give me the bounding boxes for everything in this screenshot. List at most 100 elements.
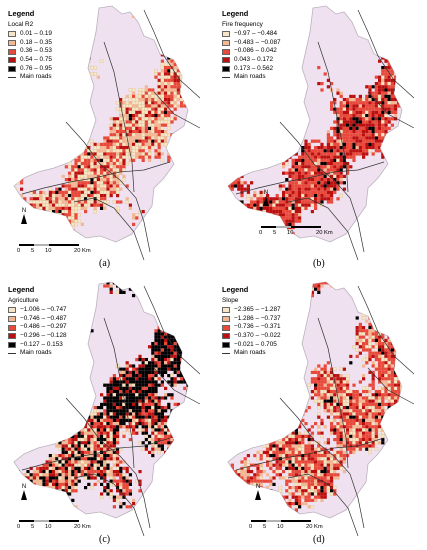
raster-cell xyxy=(167,354,171,358)
raster-cell xyxy=(371,94,375,98)
raster-cell xyxy=(157,104,161,108)
raster-cell xyxy=(20,235,24,239)
raster-cell xyxy=(304,152,308,156)
raster-cell xyxy=(4,172,7,175)
raster-cell xyxy=(244,242,247,245)
raster-cell xyxy=(404,76,407,79)
raster-cell xyxy=(298,162,302,166)
raster-cell xyxy=(122,278,125,281)
raster-cell xyxy=(183,104,187,108)
raster-cell xyxy=(307,203,311,207)
raster-cell xyxy=(141,210,145,214)
raster-cell xyxy=(103,181,107,185)
raster-cell xyxy=(224,92,227,95)
raster-cell xyxy=(39,197,43,201)
raster-cell xyxy=(132,370,136,374)
raster-cell xyxy=(260,252,263,255)
raster-cell xyxy=(112,409,116,413)
raster-cell xyxy=(154,367,158,371)
raster-cell xyxy=(247,2,250,5)
raster-cell xyxy=(199,92,202,95)
raster-cell xyxy=(275,206,279,210)
raster-cell xyxy=(183,91,187,95)
raster-cell xyxy=(183,53,187,57)
raster-cell xyxy=(135,367,139,371)
raster-cell xyxy=(39,235,43,239)
raster-cell xyxy=(109,155,113,159)
raster-cell xyxy=(58,194,62,198)
raster-cell xyxy=(116,165,120,169)
raster-cell xyxy=(400,252,403,255)
raster-cell xyxy=(384,101,388,105)
raster-cell xyxy=(206,248,209,251)
raster-cell xyxy=(209,252,212,255)
raster-cell xyxy=(20,358,24,362)
raster-cell xyxy=(209,66,212,69)
raster-cell xyxy=(112,396,116,400)
raster-cell xyxy=(147,120,152,124)
raster-cell xyxy=(202,72,205,75)
raster-cell xyxy=(151,374,155,378)
raster-cell xyxy=(199,281,202,284)
raster-cell xyxy=(339,178,343,182)
raster-cell xyxy=(285,210,289,214)
raster-cell xyxy=(342,162,346,166)
raster-cell xyxy=(339,91,343,95)
raster-cell xyxy=(109,187,113,191)
raster-cell xyxy=(202,377,205,380)
raster-cell xyxy=(355,152,359,156)
raster-cell xyxy=(269,245,272,248)
raster-cell xyxy=(32,197,36,201)
raster-cell xyxy=(67,8,72,12)
raster-cell xyxy=(45,206,49,211)
raster-cell xyxy=(190,332,193,335)
raster-cell xyxy=(80,146,84,150)
raster-cell xyxy=(148,345,152,349)
raster-cell xyxy=(394,69,398,73)
raster-cell xyxy=(352,110,356,114)
raster-cell xyxy=(170,46,174,50)
raster-cell xyxy=(119,290,123,294)
raster-cell xyxy=(269,6,273,9)
raster-cell xyxy=(45,6,49,9)
raster-cell xyxy=(410,252,413,255)
raster-cell xyxy=(112,126,116,130)
raster-cell xyxy=(374,114,378,118)
raster-cell xyxy=(132,117,136,121)
raster-cell xyxy=(23,370,27,374)
raster-cell xyxy=(307,146,311,150)
raster-cell xyxy=(234,252,237,255)
raster-cell xyxy=(202,101,205,104)
raster-cell xyxy=(365,85,369,89)
raster-cell xyxy=(346,155,350,159)
raster-cell xyxy=(87,200,91,204)
raster-cell xyxy=(307,171,311,175)
raster-cell xyxy=(170,78,174,82)
raster-cell xyxy=(67,235,72,239)
raster-cell xyxy=(112,380,116,384)
raster-cell xyxy=(285,203,289,207)
raster-cell xyxy=(352,98,356,102)
raster-cell xyxy=(355,149,359,153)
raster-cell xyxy=(125,130,129,134)
raster-cell xyxy=(87,155,91,159)
raster-cell xyxy=(16,358,20,362)
raster-cell xyxy=(39,190,43,194)
raster-cell xyxy=(58,30,62,34)
raster-cell xyxy=(116,415,120,419)
raster-cell xyxy=(151,133,155,137)
raster-cell xyxy=(77,184,81,188)
raster-cell xyxy=(74,158,78,162)
raster-cell xyxy=(151,364,155,368)
raster-cell xyxy=(282,190,286,194)
raster-cell xyxy=(410,40,413,43)
raster-cell xyxy=(416,252,419,255)
raster-cell xyxy=(333,149,337,153)
raster-cell xyxy=(119,383,123,387)
raster-cell xyxy=(285,8,289,12)
raster-cell xyxy=(333,174,337,179)
raster-cell xyxy=(193,390,196,393)
raster-cell xyxy=(410,82,413,85)
raster-cell xyxy=(291,235,295,239)
raster-cell xyxy=(109,136,113,140)
